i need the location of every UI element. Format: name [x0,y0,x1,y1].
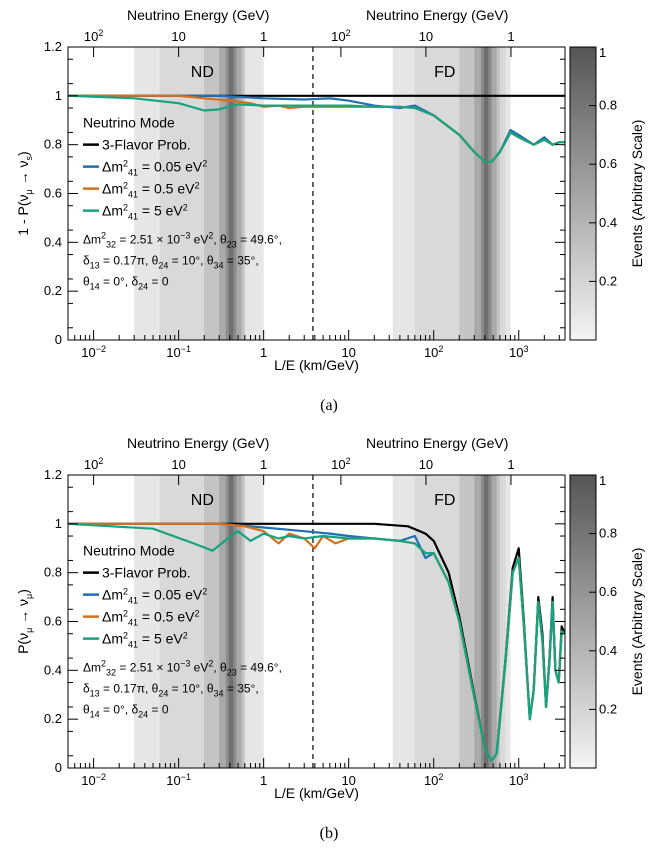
colorbar [569,46,597,341]
x-tick-label: 103 [509,344,528,360]
x-tick-label: 10 [341,345,355,360]
x-tick-label: 10 [341,773,355,788]
x-tick-label: 103 [509,772,528,788]
x-tick-label: 102 [424,344,443,360]
series-line-3 [68,522,565,762]
param-line-3: θ14 = 0°, δ24 = 0 [83,703,169,720]
panel-a: 0.2 0.4 0.6 0.8 1 Events (Arbitrary Scale) ND F… [15,7,645,414]
legend-entry-3: Δm241 = 5 eV2 [102,203,188,222]
top-tick-label: 1 [260,457,267,472]
top-axis-title-fd: Neutrino Energy (GeV) [366,435,508,451]
param-line-2: δ13 = 0.17π, θ24 = 10°, θ34 = 35°, [83,682,259,699]
legend-entry-1: Δm241 = 0.05 eV2 [102,587,207,606]
colorbar-tick-label: 1 [599,473,606,488]
top-tick-label: 102 [84,28,103,44]
event-band [483,475,489,768]
colorbar-tick-label: 0.6 [599,156,617,171]
y-tick-label: 0.2 [44,711,62,726]
legend-entry-3: Δm241 = 5 eV2 [102,631,188,650]
colorbar-tick-label: 0.2 [599,701,617,716]
nd-label: ND [191,492,214,509]
colorbar-tick-label: 0.2 [599,273,617,288]
top-axis-title-fd: Neutrino Energy (GeV) [366,7,508,23]
x-tick-label: 102 [424,772,443,788]
legend-entry-1: Δm241 = 0.05 eV2 [102,159,207,178]
panel-b: 0.2 0.4 0.6 0.8 1 Events (Arbitrary Scale) ND F… [15,435,645,842]
y-tick-label: 0.4 [44,234,62,249]
y-tick-label: 0 [55,332,62,347]
x-axis-title: L/E (km/GeV) [274,785,359,801]
y-axis-title: P(νμ → νμ) [15,589,34,654]
x-tick-label: 10−1 [166,344,191,360]
legend-title: Neutrino Mode [83,115,175,131]
x-tick-label: 10−1 [166,772,191,788]
y-tick-label: 1.2 [44,467,62,482]
event-band [228,475,234,768]
y-tick-label: 0.6 [44,614,62,629]
event-band [483,47,489,340]
colorbar-tick-label: 1 [599,45,606,60]
colorbar-tick-label: 0.4 [599,215,617,230]
colorbar-tick-label: 0.8 [599,526,617,541]
y-tick-label: 1.2 [44,39,62,54]
param-line-2: δ13 = 0.17π, θ24 = 10°, θ34 = 35°, [83,254,259,271]
top-tick-label: 1 [260,29,267,44]
param-line-1: Δm232 = 2.51 × 10−3 eV2, θ23 = 49.6°, [83,231,282,250]
y-tick-label: 0 [55,760,62,775]
x-tick-label: 1 [260,773,267,788]
fd-label: FD [434,64,455,81]
x-tick-label: 1 [260,345,267,360]
legend-entry-0: 3-Flavor Prob. [102,137,191,153]
colorbar-tick-label: 0.6 [599,584,617,599]
top-tick-label: 10 [419,29,433,44]
colorbar-label: Events (Arbitrary Scale) [629,548,645,696]
y-tick-label: 1 [55,88,62,103]
x-axis-title: L/E (km/GeV) [274,357,359,373]
legend-entry-0: 3-Flavor Prob. [102,565,191,581]
top-tick-label: 10 [419,457,433,472]
top-tick-label: 1 [507,457,514,472]
y-tick-label: 0.8 [44,137,62,152]
y-tick-label: 1 [55,516,62,531]
colorbar [569,474,597,769]
panel-caption: (b) [320,825,339,842]
top-axis-title-nd: Neutrino Energy (GeV) [127,435,269,451]
x-tick-label: 10−2 [81,344,106,360]
top-axis-title-nd: Neutrino Energy (GeV) [127,7,269,23]
legend-entry-2: Δm241 = 0.5 eV2 [102,181,200,200]
top-tick-label: 102 [331,456,350,472]
param-line-3: θ14 = 0°, δ24 = 0 [83,275,169,292]
top-tick-label: 10 [171,457,185,472]
panel-caption: (a) [320,397,338,414]
series-group [68,94,565,163]
colorbar-label: Events (Arbitrary Scale) [629,120,645,268]
top-tick-label: 1 [507,29,514,44]
y-tick-label: 0.4 [44,662,62,677]
y-tick-label: 0.8 [44,565,62,580]
top-tick-label: 102 [84,456,103,472]
legend-title: Neutrino Mode [83,543,175,559]
colorbar-tick-label: 0.4 [599,643,617,658]
series-line-3 [68,94,565,163]
nd-label: ND [191,64,214,81]
top-tick-label: 10 [171,29,185,44]
y-tick-label: 0.6 [44,186,62,201]
x-tick-label: 10−2 [81,772,106,788]
colorbar-tick-label: 0.8 [599,98,617,113]
y-tick-label: 0.2 [44,283,62,298]
event-band [228,47,234,340]
y-axis-title: 1 - P(νμ → νs) [15,151,34,235]
series-group [68,522,565,762]
top-tick-label: 102 [331,28,350,44]
fd-label: FD [434,492,455,509]
legend-entry-2: Δm241 = 0.5 eV2 [102,609,200,628]
param-line-1: Δm232 = 2.51 × 10−3 eV2, θ23 = 49.6°, [83,659,282,678]
